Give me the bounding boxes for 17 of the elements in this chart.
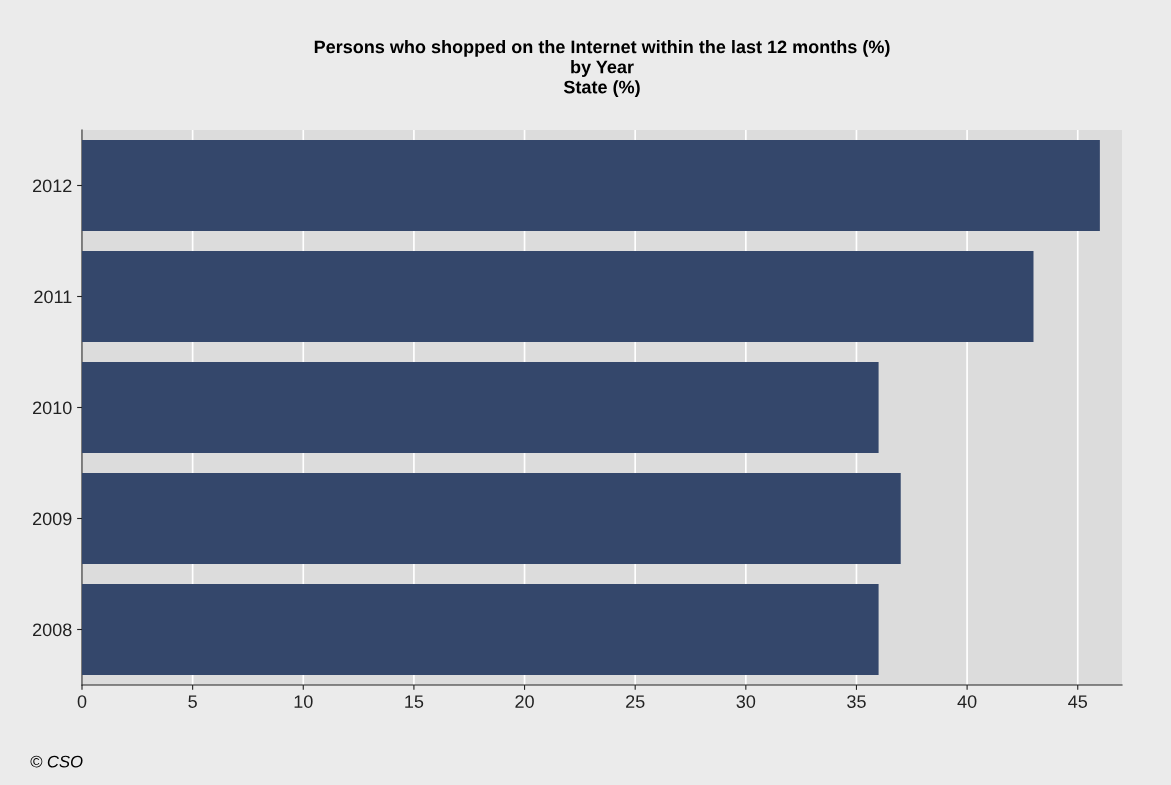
text: © CSO (30, 755, 83, 768)
x-tick-label: 15 (405, 695, 424, 708)
chart-title: Persons who shopped on the Internet within the last 12 months (%) by Year State (%) (314, 40, 890, 98)
x-tick-label: 30 (736, 695, 756, 708)
x-tick-label: 35 (847, 695, 866, 708)
x-tick-label: 25 (626, 695, 645, 708)
y-tick-label: 2010 (33, 401, 72, 415)
x-tick-label: 10 (294, 695, 313, 708)
y-tick-label: 2008 (33, 623, 72, 637)
x-tick-label: 20 (515, 695, 534, 708)
x-tick-label: 0 (77, 695, 87, 708)
y-tick-label: 2009 (33, 512, 72, 526)
y-tick-label: 2012 (33, 179, 72, 193)
x-tick-label: 40 (957, 695, 977, 708)
y-tick-label: 2011 (34, 290, 72, 304)
x-tick-label: 5 (188, 695, 197, 708)
x-tick-label: 45 (1068, 695, 1088, 708)
